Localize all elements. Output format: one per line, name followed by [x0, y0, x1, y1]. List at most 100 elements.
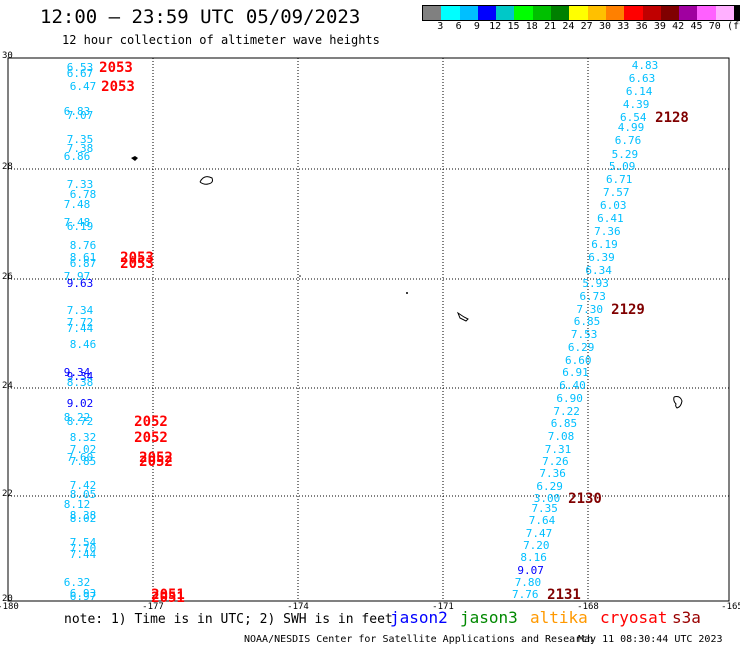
legend-swatch — [514, 6, 533, 20]
longitude-label: -180 — [0, 602, 19, 612]
legend-swatch — [679, 6, 698, 20]
wave-height-label: 7.85 — [70, 455, 97, 468]
wave-height-label: 7.54 — [70, 536, 97, 549]
wave-height-label: 9.07 — [517, 564, 544, 577]
wave-height-label: 7.72 — [67, 316, 94, 329]
wave-height-label: 6.53 — [67, 61, 94, 74]
wave-height-label: 8.22 — [64, 411, 91, 424]
pass-time-label: 2053 — [101, 79, 135, 95]
longitude-label: -177 — [142, 602, 164, 612]
wave-height-label: 6.83 — [64, 105, 91, 118]
wave-height-label: 7.44 — [67, 322, 94, 335]
wave-height-label: 7.53 — [571, 328, 598, 341]
wave-height-label: 7.35 — [531, 502, 558, 515]
wave-height-label: 7.22 — [553, 405, 580, 418]
satellite-cryosat: cryosat — [600, 608, 668, 627]
wave-height-label: 5.09 — [609, 160, 636, 173]
wave-height-label: 6.19 — [591, 238, 618, 251]
legend-swatch — [459, 6, 478, 20]
latitude-label: 22 — [2, 489, 13, 499]
wave-height-label: 6.85 — [574, 315, 601, 328]
wave-height-label: 9.63 — [67, 277, 94, 290]
footer-credit: NOAA/NESDIS Center for Satellite Applica… — [244, 634, 594, 645]
wave-height-label: 7.48 — [64, 216, 91, 229]
pass-time-label: 2130 — [568, 491, 602, 507]
wave-height-label: 6.90 — [556, 392, 583, 405]
satellite-jason3: jason3 — [460, 608, 518, 627]
wave-height-label: 7.07 — [67, 109, 94, 122]
legend-label: 6 — [455, 21, 462, 32]
wave-height-label: 6.78 — [70, 188, 97, 201]
island — [406, 292, 408, 294]
wave-height-label: 8.02 — [70, 512, 97, 525]
island — [131, 156, 138, 161]
legend-label: 27 — [580, 21, 593, 32]
wave-height-label: 8.72 — [67, 415, 94, 428]
pass-time-label: 2052 — [139, 454, 173, 470]
longitude-label: -174 — [287, 602, 309, 612]
note-text: note: 1) Time is in UTC; 2) SWH is in fe… — [64, 612, 393, 627]
wave-height-label: 6.86 — [64, 150, 91, 163]
pass-time-label: 2051 — [151, 590, 185, 606]
pass-time-label: 2131 — [547, 587, 581, 603]
wave-height-label: 9.02 — [67, 397, 94, 410]
legend-label: 18 — [525, 21, 538, 32]
legend-label: 70 — [708, 21, 721, 32]
latitude-label: 20 — [2, 594, 13, 604]
wave-height-label: 6.91 — [562, 366, 589, 379]
wave-height-label: 7.30 — [577, 303, 604, 316]
legend-label: 21 — [544, 21, 557, 32]
legend-label: 24 — [562, 21, 575, 32]
legend-swatch — [441, 6, 460, 20]
pass-time-label: 2052 — [134, 430, 168, 446]
legend-label: 36 — [635, 21, 648, 32]
wave-height-label: 8.38 — [70, 509, 97, 522]
wave-height-label: 7.60 — [67, 451, 94, 464]
satellite-altika: altika — [530, 608, 588, 627]
wave-height-label: 8.61 — [70, 251, 97, 264]
pass-time-label: 2051 — [151, 587, 185, 603]
wave-height-label: 4.39 — [623, 98, 650, 111]
longitude-label: -171 — [432, 602, 454, 612]
wave-height-label: 6.29 — [536, 480, 563, 493]
legend-label: 45 — [690, 21, 703, 32]
legend-swatch — [532, 6, 552, 20]
legend-label: 9 — [473, 21, 480, 32]
pass-time-label: 2129 — [611, 302, 645, 318]
island — [199, 176, 213, 185]
wave-height-label: 7.57 — [603, 186, 630, 199]
wave-height-label: 8.76 — [70, 239, 97, 252]
wave-height-label: 6.32 — [64, 576, 91, 589]
longitude-label: -165 — [721, 602, 740, 612]
wave-height-label: 6.29 — [568, 341, 595, 354]
altimeter-tracks: 6.536.676.476.837.077.357.386.867.336.78… — [64, 59, 659, 603]
wave-height-label: 7.76 — [512, 588, 539, 601]
wave-height-label: 6.73 — [579, 290, 606, 303]
latitude-label: 28 — [2, 162, 13, 172]
pass-time-label: 2053 — [99, 60, 133, 76]
wave-height-label: 7.48 — [64, 198, 91, 211]
satellite-s3a: s3a — [672, 608, 701, 627]
wave-height-label: 9.34 — [67, 370, 94, 383]
pass-time-label: 2053 — [120, 256, 154, 272]
latitude-label: 30 — [2, 51, 13, 61]
legend-swatch — [734, 6, 740, 20]
wave-height-label: 7.38 — [67, 142, 94, 155]
wave-height-label: 8.38 — [67, 376, 94, 389]
legend-swatch — [551, 6, 570, 20]
latitude-label: 24 — [2, 381, 13, 391]
map-title: 12:00 – 23:59 UTC 05/09/2023 — [40, 6, 361, 28]
wave-height-label: 7.35 — [67, 133, 94, 146]
legend-swatch — [715, 6, 735, 20]
wave-height-label: 4.99 — [618, 121, 645, 134]
wave-height-label: 7.36 — [594, 225, 621, 238]
wave-height-label: 8.12 — [64, 498, 91, 511]
legend-swatch — [477, 6, 497, 20]
legend-swatch — [660, 6, 680, 20]
wave-height-label: 7.34 — [67, 304, 94, 317]
wave-height-label: 7.44 — [70, 548, 97, 561]
wave-height-label: 8.16 — [520, 551, 547, 564]
map-subtitle: 12 hour collection of altimeter wave hei… — [62, 33, 380, 47]
wave-height-label: 9.34 — [64, 366, 91, 379]
